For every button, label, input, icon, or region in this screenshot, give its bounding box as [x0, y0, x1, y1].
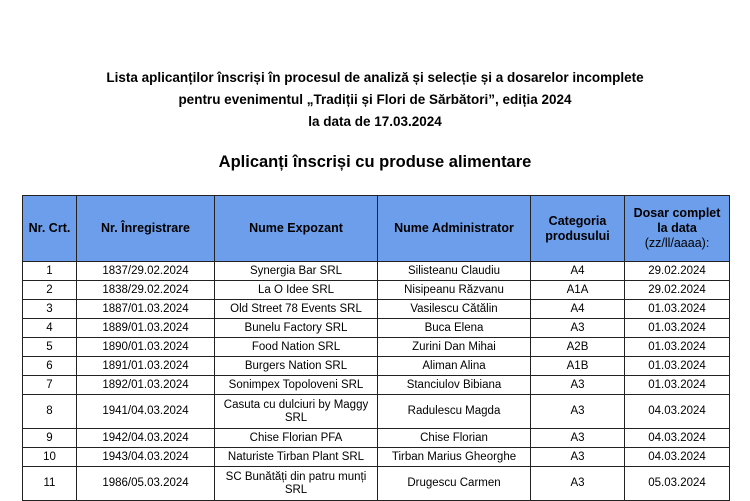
cell-dosar-complet: 04.03.2024	[624, 428, 730, 448]
cell-nr-crt: 8	[22, 394, 77, 429]
cell-nume-administrator: Nisipeanu Răzvanu	[377, 280, 531, 300]
cell-nr-crt: 4	[22, 318, 77, 338]
cell-nr-inregistrare: 1941/04.03.2024	[76, 394, 215, 429]
col-header-nr-crt: Nr. Crt.	[22, 195, 77, 262]
table-row: 5 1890/01.03.2024 Food Nation SRL Zurini Da…	[22, 337, 730, 357]
col-header-categoria: Categoria produsului	[530, 195, 625, 262]
table-row: 11 1986/05.03.2024 SC Bunătăți din patru m…	[22, 466, 730, 501]
table-row: 1 1837/29.02.2024 Synergia Bar SRL Silistea…	[22, 261, 730, 281]
cell-nr-crt: 7	[22, 375, 77, 395]
table-row: 9 1942/04.03.2024 Chise Florian PFA Chise F…	[22, 428, 730, 448]
col-header-nr-inregistrare: Nr. Înregistrare	[76, 195, 215, 262]
cell-nr-crt: 10	[22, 447, 77, 467]
cell-nume-expozant: Burgers Nation SRL	[214, 356, 378, 376]
cell-nume-administrator: Stanciulov Bibiana	[377, 375, 531, 395]
table-row: 2 1838/29.02.2024 La O Idee SRL Nisipeanu R…	[22, 280, 730, 300]
cell-dosar-complet: 01.03.2024	[624, 299, 730, 319]
cell-categoria: A1A	[530, 280, 625, 300]
cell-nume-expozant: Synergia Bar SRL	[214, 261, 378, 281]
date-format-label: (zz/ll/aaaa):	[644, 236, 710, 250]
cell-nume-administrator: Aliman Alina	[377, 356, 531, 376]
cell-dosar-complet: 01.03.2024	[624, 356, 730, 376]
document-title-line-1: Lista aplicanților înscriși în procesul …	[106, 70, 644, 85]
cell-nr-inregistrare: 1892/01.03.2024	[76, 375, 215, 395]
document-title-line-2: pentru evenimentul „Tradiții și Flori de…	[178, 92, 572, 107]
cell-nr-crt: 1	[22, 261, 77, 281]
cell-categoria: A3	[530, 447, 625, 467]
cell-categoria: A3	[530, 318, 625, 338]
col-header-nume-expozant: Nume Expozant	[214, 195, 378, 262]
cell-nr-crt: 11	[22, 466, 77, 501]
cell-dosar-complet: 05.03.2024	[624, 466, 730, 501]
cell-dosar-complet: 01.03.2024	[624, 375, 730, 395]
cell-nume-administrator: Zurini Dan Mihai	[377, 337, 531, 357]
cell-nr-inregistrare: 1986/05.03.2024	[76, 466, 215, 501]
col-header-dosar-complet: Dosar complet la data (zz/ll/aaaa):	[624, 195, 730, 262]
cell-dosar-complet: 01.03.2024	[624, 337, 730, 357]
cell-nr-inregistrare: 1837/29.02.2024	[76, 261, 215, 281]
cell-categoria: A3	[530, 466, 625, 501]
cell-nume-administrator: Drugescu Carmen	[377, 466, 531, 501]
cell-dosar-complet: 29.02.2024	[624, 261, 730, 281]
cell-nume-administrator: Buca Elena	[377, 318, 531, 338]
cell-nume-administrator: Chise Florian	[377, 428, 531, 448]
cell-nr-inregistrare: 1887/01.03.2024	[76, 299, 215, 319]
cell-nume-administrator: Silisteanu Claudiu	[377, 261, 531, 281]
cell-nr-crt: 3	[22, 299, 77, 319]
cell-nr-inregistrare: 1891/01.03.2024	[76, 356, 215, 376]
cell-dosar-complet: 04.03.2024	[624, 447, 730, 467]
cell-dosar-complet: 04.03.2024	[624, 394, 730, 429]
table-header-row: Nr. Crt. Nr. Înregistrare Nume Expozant …	[22, 195, 730, 262]
section-subtitle: Aplicanți înscriși cu produse alimentare	[218, 153, 532, 171]
col-header-nume-administrator: Nume Administrator	[377, 195, 531, 262]
table-row: 4 1889/01.03.2024 Bunelu Factory SRL Buca E…	[22, 318, 730, 338]
cell-nr-crt: 6	[22, 356, 77, 376]
document-date-line: la data de 17.03.2024	[308, 114, 442, 129]
table-row: 3 1887/01.03.2024 Old Street 78 Events SRL…	[22, 299, 730, 319]
cell-nr-inregistrare: 1942/04.03.2024	[76, 428, 215, 448]
table-row: 6 1891/01.03.2024 Burgers Nation SRL Aliman…	[22, 356, 730, 376]
cell-nume-administrator: Vasilescu Cătălin	[377, 299, 531, 319]
cell-categoria: A4	[530, 261, 625, 281]
cell-nume-expozant: Chise Florian PFA	[214, 428, 378, 448]
cell-nume-expozant: SC Bunătăți din patru munți SRL	[214, 466, 378, 501]
cell-nume-expozant: Food Nation SRL	[214, 337, 378, 357]
cell-nume-administrator: Radulescu Magda	[377, 394, 531, 429]
cell-dosar-complet: 01.03.2024	[624, 318, 730, 338]
cell-categoria: A3	[530, 375, 625, 395]
cell-nume-administrator: Tirban Marius Gheorghe	[377, 447, 531, 467]
cell-categoria: A1B	[530, 356, 625, 376]
cell-categoria: A3	[530, 428, 625, 448]
cell-nr-crt: 9	[22, 428, 77, 448]
applicants-table: Nr. Crt. Nr. Înregistrare Nume Expozant …	[22, 195, 730, 501]
table-row: 7 1892/01.03.2024 Sonimpex Topoloveni SRL S…	[22, 375, 730, 395]
cell-nr-inregistrare: 1943/04.03.2024	[76, 447, 215, 467]
cell-nume-expozant: La O Idee SRL	[214, 280, 378, 300]
cell-nume-expozant: Casuta cu dulciuri by Maggy SRL	[214, 394, 378, 429]
cell-nume-expozant: Bunelu Factory SRL	[214, 318, 378, 338]
cell-categoria: A2B	[530, 337, 625, 357]
cell-dosar-complet: 29.02.2024	[624, 280, 730, 300]
cell-categoria: A3	[530, 394, 625, 429]
cell-nume-expozant: Old Street 78 Events SRL	[214, 299, 378, 319]
cell-categoria: A4	[530, 299, 625, 319]
cell-nr-crt: 5	[22, 337, 77, 357]
cell-nr-inregistrare: 1889/01.03.2024	[76, 318, 215, 338]
table-body: 1 1837/29.02.2024 Synergia Bar SRL Silistea…	[22, 261, 730, 501]
cell-nr-inregistrare: 1838/29.02.2024	[76, 280, 215, 300]
dosar-label: Dosar complet la data	[633, 206, 721, 235]
table-row: 10 1943/04.03.2024 Naturiste Tirban Plant …	[22, 447, 730, 467]
cell-nume-expozant: Naturiste Tirban Plant SRL	[214, 447, 378, 467]
cell-nr-crt: 2	[22, 280, 77, 300]
table-row: 8 1941/04.03.2024 Casuta cu dulciuri by Ma…	[22, 394, 730, 429]
cell-nume-expozant: Sonimpex Topoloveni SRL	[214, 375, 378, 395]
cell-nr-inregistrare: 1890/01.03.2024	[76, 337, 215, 357]
